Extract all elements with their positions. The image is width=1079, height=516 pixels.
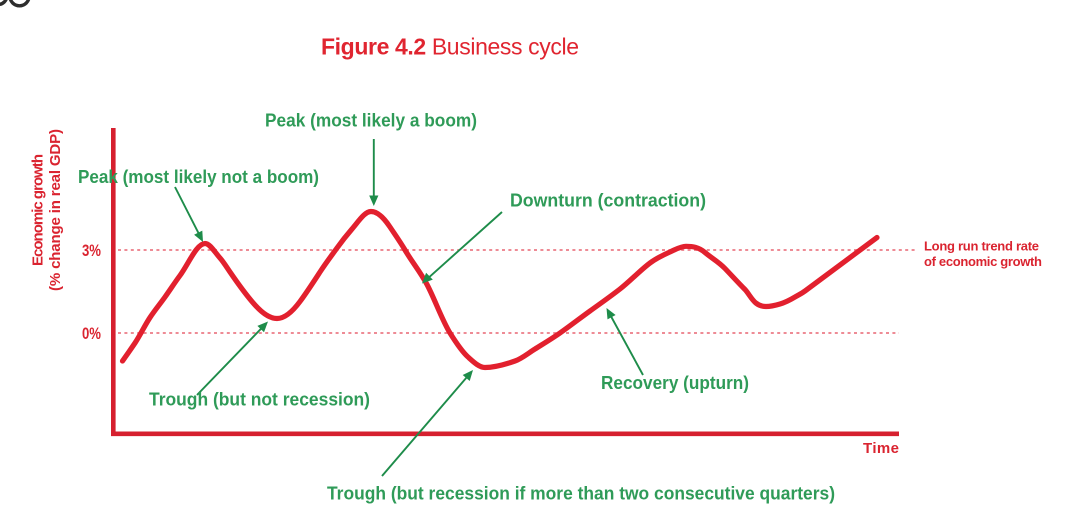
svg-text:(% change in real GDP): (% change in real GDP): [47, 129, 64, 291]
svg-text:3%: 3%: [82, 241, 101, 260]
svg-text:Downturn (contraction): Downturn (contraction): [510, 191, 706, 211]
svg-text:Long run trend rate: Long run trend rate: [924, 239, 1039, 254]
svg-text:Time: Time: [863, 440, 899, 457]
svg-text:Peak (most likely a boom): Peak (most likely a boom): [265, 111, 477, 131]
svg-text:Figure 4.2 Business cycle: Figure 4.2 Business cycle: [321, 34, 579, 60]
svg-text:0%: 0%: [82, 324, 101, 343]
svg-text:Trough (but recession if more: Trough (but recession if more than two c…: [327, 484, 835, 504]
svg-text:of economic growth: of economic growth: [924, 254, 1042, 269]
svg-text:Economic growth: Economic growth: [30, 154, 47, 266]
svg-text:Trough (but not recession): Trough (but not recession): [149, 390, 370, 410]
svg-text:Peak (most likely not a boom): Peak (most likely not a boom): [78, 167, 319, 187]
svg-text:Recovery (upturn): Recovery (upturn): [601, 373, 749, 393]
